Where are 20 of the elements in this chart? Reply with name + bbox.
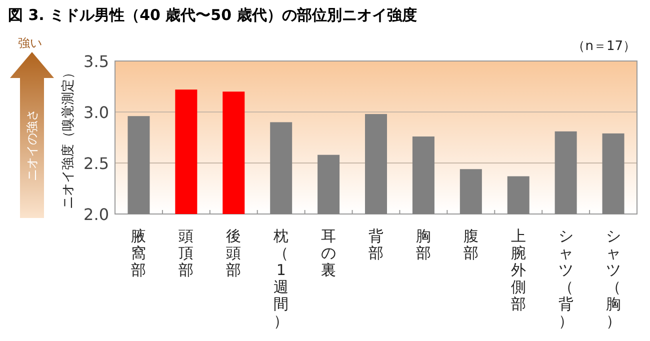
x-tick-label: 腹部: [463, 227, 478, 262]
y-axis-title: ニオイ強度（嗅覚測定）: [60, 66, 76, 209]
text: （n＝17）: [572, 39, 636, 54]
x-tick-label: 耳の裏: [321, 227, 336, 279]
x-tick-label: シャツ（背）: [558, 227, 574, 330]
x-tick-label: 上腕外側部: [510, 227, 526, 313]
y-tick-label: 3.0: [84, 103, 109, 122]
y-tick-label: 2.0: [84, 205, 109, 224]
x-tick-label: 背部: [368, 227, 384, 262]
y-tick-label: 3.5: [84, 52, 109, 71]
text: 強い: [18, 36, 42, 50]
x-tick-label: 枕（1週間）: [272, 227, 289, 330]
x-tick-label: 腋窩部: [131, 227, 146, 279]
y-tick-label: 2.5: [84, 154, 109, 173]
chart-title: 図 3. ミドル男性（40 歳代〜50 歳代）の部位別ニオイ強度: [8, 6, 417, 24]
x-tick-label: 胸部: [416, 227, 431, 262]
text: ニオイの強さ: [25, 109, 39, 181]
x-tick-label: シャツ（胸）: [606, 227, 621, 330]
x-tick-label: 頭頂部: [178, 227, 194, 279]
x-tick-label: 後頭部: [226, 227, 242, 279]
